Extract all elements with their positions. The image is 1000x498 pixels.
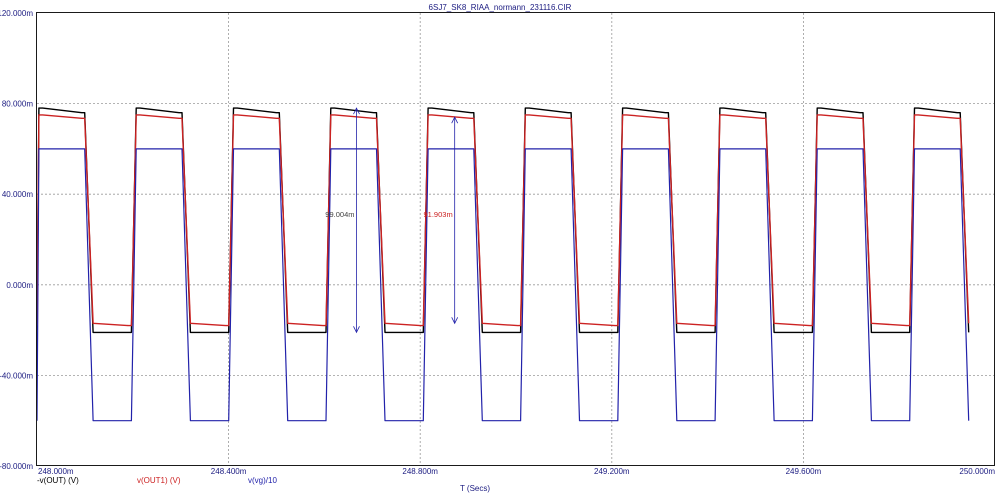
legend-entry-2: v(OUT1) (V) bbox=[137, 476, 181, 485]
y-tick-labels: 120.000m 80.000m 40.000m 0.000m -40.000m -80.… bbox=[0, 9, 33, 471]
x-tick-label: 248.400m bbox=[211, 467, 247, 476]
measure-arrow-up bbox=[451, 116, 459, 124]
y-tick-label: -40.000m bbox=[0, 371, 33, 380]
measurement-annotations: 99.004m 91.903m bbox=[325, 107, 459, 334]
series-line-2 bbox=[36, 114, 970, 327]
x-tick-label: 249.200m bbox=[594, 467, 630, 476]
measure-label: 99.004m bbox=[325, 210, 354, 219]
y-tick-label: 120.000m bbox=[0, 9, 33, 18]
measure-arrow-up bbox=[353, 107, 360, 115]
plot-frame bbox=[36, 12, 995, 466]
y-tick-label: 0.000m bbox=[6, 281, 33, 290]
x-axis-label: T (Secs) bbox=[460, 484, 490, 493]
series-line-3 bbox=[36, 148, 970, 422]
x-tick-label: 250.000m bbox=[959, 467, 995, 476]
legend: -v(OUT) (V) v(OUT1) (V) v(vg)/10 bbox=[37, 476, 277, 485]
measure-arrow-down bbox=[353, 326, 360, 334]
legend-entry-1: -v(OUT) (V) bbox=[37, 476, 79, 485]
chart-title: 6SJ7_SK8_RIAA_normann_231116.CIR bbox=[429, 3, 572, 12]
x-tick-label: 249.600m bbox=[786, 467, 822, 476]
x-tick-labels: 248.000m 248.400m 248.800m 249.200m 249.600m… bbox=[38, 467, 995, 476]
x-tick-label: 248.800m bbox=[402, 467, 438, 476]
legend-entry-3: v(vg)/10 bbox=[248, 476, 277, 485]
y-tick-label: 40.000m bbox=[2, 190, 33, 199]
measure-arrow-down bbox=[451, 317, 459, 325]
measure-label: 91.903m bbox=[424, 210, 453, 219]
y-tick-label: 80.000m bbox=[2, 100, 33, 109]
x-tick-label: 248.000m bbox=[38, 467, 74, 476]
grid-lines bbox=[37, 13, 995, 466]
y-tick-label: -80.000m bbox=[0, 462, 33, 471]
series-lines bbox=[36, 107, 970, 422]
